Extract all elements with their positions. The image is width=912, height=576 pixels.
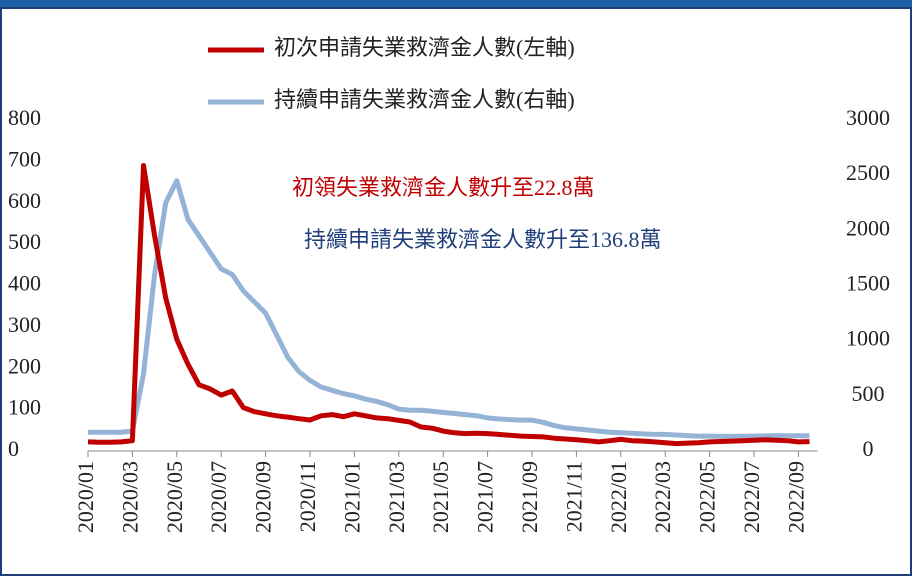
x-tick-label: 2021/01 — [339, 461, 364, 533]
x-tick-label: 2021/07 — [473, 461, 498, 533]
legend-label: 初次申請失業救濟金人數(左軸) — [274, 35, 575, 60]
y2-tick-label: 2000 — [846, 215, 890, 240]
y-tick-label: 800 — [8, 105, 41, 130]
x-tick-label: 2020/01 — [73, 461, 98, 533]
y-tick-label: 200 — [8, 353, 41, 378]
x-tick-label: 2020/09 — [251, 461, 276, 533]
x-tick-label: 2022/01 — [606, 461, 631, 533]
y-tick-label: 0 — [8, 436, 19, 461]
y-tick-label: 700 — [8, 146, 41, 171]
y2-tick-label: 1500 — [846, 271, 890, 296]
x-tick-label: 2022/03 — [650, 461, 675, 533]
x-tick-label: 2022/05 — [695, 461, 720, 533]
annotation: 持續申請失業救濟金人數升至136.8萬 — [304, 227, 662, 252]
y2-tick-label: 0 — [863, 436, 874, 461]
top-banner — [0, 0, 912, 8]
series-line — [87, 163, 810, 447]
x-tick-label: 2021/09 — [517, 461, 542, 533]
x-tick-label: 2021/05 — [428, 461, 453, 533]
series-line — [88, 178, 810, 439]
x-tick-label: 2022/09 — [783, 461, 808, 533]
annotation: 初領失業救濟金人數升至22.8萬 — [292, 175, 595, 200]
x-tick-label: 2020/07 — [206, 461, 231, 533]
x-tick-label: 2020/03 — [117, 461, 142, 533]
y2-tick-label: 1000 — [846, 326, 890, 351]
frame — [0, 7, 912, 576]
x-tick-label: 2022/07 — [739, 461, 764, 533]
y2-tick-label: 500 — [852, 381, 885, 406]
y-tick-label: 500 — [8, 229, 41, 254]
y-tick-label: 400 — [8, 271, 41, 296]
y2-tick-label: 3000 — [846, 105, 890, 130]
x-tick-label: 2021/03 — [384, 461, 409, 533]
y-tick-label: 300 — [8, 312, 41, 337]
x-tick-label: 2021/11 — [561, 461, 586, 532]
x-tick-label: 2020/11 — [295, 461, 320, 532]
x-tick-label: 2020/05 — [162, 461, 187, 533]
legend-label: 持續申請失業救濟金人數(右軸) — [274, 87, 575, 112]
y2-tick-label: 2500 — [846, 160, 890, 185]
y-tick-label: 600 — [8, 188, 41, 213]
y-tick-label: 100 — [8, 395, 41, 420]
